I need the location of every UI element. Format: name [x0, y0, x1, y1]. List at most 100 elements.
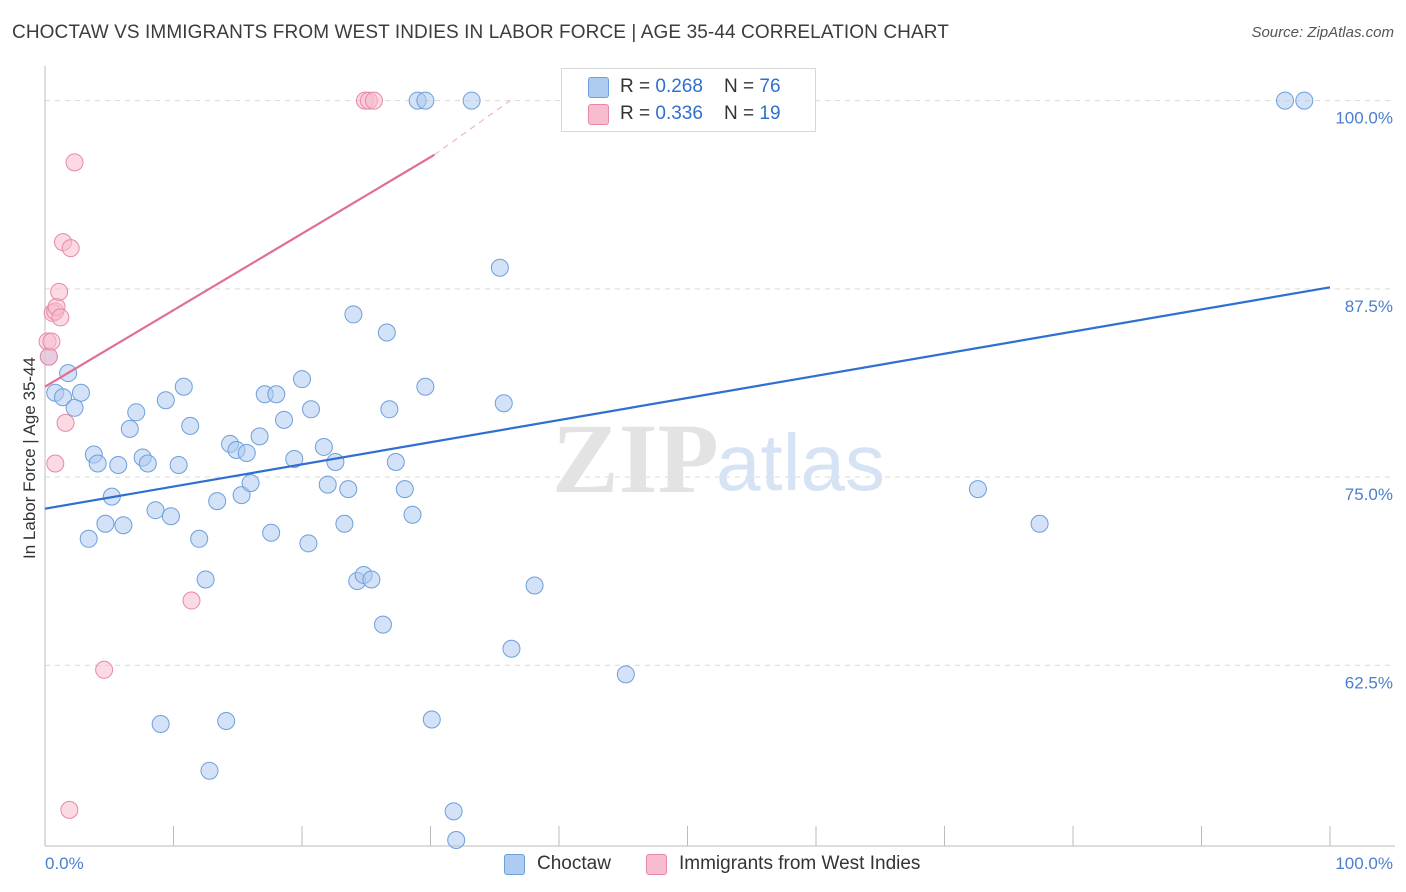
point-choctaw: [96, 514, 115, 533]
axes: [44, 66, 1395, 847]
point-choctaw: [285, 449, 304, 468]
point-choctaw: [275, 410, 294, 429]
bottom-legend-swatch-pink: [646, 853, 667, 875]
point-choctaw: [968, 480, 987, 499]
point-choctaw: [241, 474, 260, 493]
bottom-legend-west-indies: Immigrants from West Indies: [646, 852, 920, 876]
y-tick-label: 100.0%: [1335, 109, 1393, 128]
point-choctaw: [109, 456, 128, 475]
chart-title: CHOCTAW VS IMMIGRANTS FROM WEST INDIES I…: [12, 22, 949, 43]
point-choctaw: [71, 383, 90, 402]
legend-r-value: 0.268: [655, 76, 703, 97]
point-choctaw: [161, 507, 180, 526]
point-choctaw: [314, 437, 333, 456]
point-choctaw: [250, 427, 269, 446]
legend-r-label: R =: [620, 76, 656, 97]
point-choctaw: [395, 480, 414, 499]
point-choctaw: [267, 385, 286, 404]
point-choctaw: [416, 377, 435, 396]
point-choctaw: [196, 570, 215, 589]
bottom-legend-choctaw: Choctaw: [504, 852, 611, 876]
point-choctaw: [156, 391, 175, 410]
point-choctaw: [299, 534, 318, 553]
point-west-indies: [60, 800, 79, 819]
point-choctaw: [79, 529, 98, 548]
point-choctaw: [1276, 91, 1295, 110]
legend-swatch-pink: [588, 104, 609, 125]
watermark-zip: ZIP: [552, 403, 719, 514]
point-choctaw: [200, 761, 219, 780]
point-west-indies: [39, 347, 58, 366]
point-west-indies: [56, 413, 75, 432]
point-choctaw: [318, 475, 337, 494]
y-axis-label: In Labor Force | Age 35-44: [20, 357, 39, 559]
point-west-indies: [46, 454, 65, 473]
point-choctaw: [1295, 91, 1314, 110]
legend-n-label: N =: [724, 103, 760, 124]
point-choctaw: [494, 394, 513, 413]
point-choctaw: [377, 323, 396, 342]
point-west-indies: [50, 282, 69, 301]
point-west-indies: [364, 91, 383, 110]
point-choctaw: [525, 576, 544, 595]
point-choctaw: [181, 416, 200, 435]
trend-line-choctaw: [44, 286, 1331, 510]
watermark-atlas: atlas: [716, 418, 885, 507]
point-choctaw: [174, 377, 193, 396]
point-choctaw: [208, 492, 227, 511]
point-choctaw: [301, 400, 320, 419]
point-choctaw: [262, 523, 281, 542]
point-choctaw: [490, 258, 509, 277]
point-choctaw: [335, 514, 354, 533]
bottom-legend-swatch-blue: [504, 853, 525, 875]
point-choctaw: [120, 419, 139, 438]
trend-line-west-indies: [44, 153, 435, 388]
x-tick-label: 0.0%: [45, 854, 84, 873]
point-choctaw: [373, 615, 392, 634]
trend-line-extension-west-indies: [434, 100, 511, 156]
point-choctaw: [53, 388, 72, 407]
point-choctaw: [447, 830, 466, 849]
point-choctaw: [190, 529, 209, 548]
tick-labels: 100.0% 87.5% 75.0% 62.5% 0.0% 100.0%: [45, 109, 1393, 873]
bottom-legend-label-west-indies: Immigrants from West Indies: [679, 853, 921, 874]
point-choctaw: [462, 91, 481, 110]
point-choctaw: [232, 486, 251, 505]
legend-swatch-blue: [588, 77, 609, 98]
point-choctaw: [127, 403, 146, 422]
point-west-indies: [42, 332, 61, 351]
point-choctaw: [65, 398, 84, 417]
point-choctaw: [217, 712, 236, 731]
point-choctaw: [502, 639, 521, 658]
source-label: Source: ZipAtlas.com: [1251, 24, 1394, 41]
trend-lines: [44, 100, 1331, 510]
point-choctaw: [293, 370, 311, 389]
legend-n-value: 19: [759, 103, 781, 124]
legend-n-label: N =: [724, 76, 760, 97]
point-choctaw: [362, 570, 381, 589]
legend-n-value: 76: [759, 76, 781, 97]
point-west-indies: [51, 308, 70, 327]
point-choctaw: [138, 454, 157, 473]
point-choctaw: [416, 91, 435, 110]
point-choctaw: [380, 400, 399, 419]
point-choctaw: [169, 456, 188, 475]
correlation-legend: R = 0.268 N = 76 R = 0.336 N = 19: [561, 68, 816, 132]
point-west-indies: [95, 660, 114, 679]
bottom-legend-label-choctaw: Choctaw: [537, 853, 611, 874]
point-choctaw: [1030, 514, 1049, 533]
point-west-indies: [61, 239, 80, 258]
y-tick-label: 62.5%: [1345, 673, 1393, 692]
legend-r-label: R =: [620, 103, 656, 124]
gridlines: [45, 100, 1395, 666]
point-choctaw: [386, 453, 405, 471]
point-choctaw: [403, 505, 422, 524]
y-tick-label: 75.0%: [1345, 485, 1393, 504]
point-choctaw: [237, 443, 256, 462]
point-choctaw: [88, 454, 107, 473]
point-choctaw: [146, 501, 165, 520]
point-choctaw: [444, 802, 463, 821]
point-choctaw: [114, 516, 133, 535]
legend-r-value: 0.336: [655, 103, 703, 124]
